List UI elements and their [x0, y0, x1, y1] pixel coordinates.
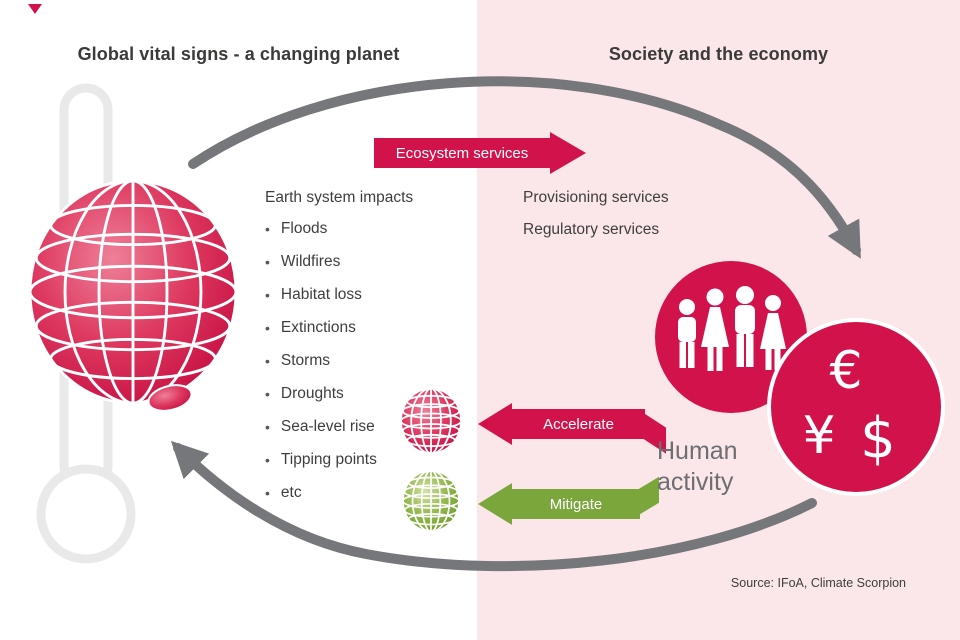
- impact-label: Droughts: [280, 384, 344, 402]
- bullet-icon: •: [265, 319, 270, 336]
- impact-item: • Droughts: [265, 377, 377, 410]
- impact-item: • Habitat loss: [265, 278, 377, 311]
- person-icon: [736, 286, 754, 304]
- bullet-icon: •: [265, 451, 270, 468]
- earth-impacts-list: • Floods • Wildfires • Habitat loss • Extinc…: [265, 212, 377, 509]
- impact-item: • Extinctions: [265, 311, 377, 344]
- bullet-icon: •: [265, 253, 270, 270]
- accelerate-label: Accelerate: [543, 415, 614, 433]
- impact-label: Sea-level rise: [280, 417, 375, 435]
- impact-label: Extinctions: [280, 318, 356, 336]
- impact-item: • Sea-level rise: [265, 410, 377, 443]
- euro-symbol: €: [829, 341, 862, 401]
- impact-item: • Tipping points: [265, 443, 377, 476]
- bullet-icon: •: [265, 220, 270, 237]
- provisioning-services-label: Provisioning services: [523, 189, 669, 206]
- people-icons: [678, 286, 786, 371]
- small-earth-globe-icon: [401, 389, 461, 454]
- human-activity-label: Human activity: [657, 437, 738, 496]
- regulatory-services-label: Regulatory services: [523, 221, 660, 238]
- bullet-icon: •: [265, 286, 270, 303]
- impact-item: • Floods: [265, 212, 377, 245]
- small-green-globe-icon: [403, 471, 459, 531]
- dollar-symbol: $: [860, 406, 896, 471]
- mitigate-label: Mitigate: [549, 495, 603, 513]
- impact-label: Habitat loss: [280, 285, 362, 303]
- yen-symbol: ¥: [802, 406, 835, 466]
- globe-pole-cap: [147, 384, 193, 412]
- impact-item: • Storms: [265, 344, 377, 377]
- person-icon: [765, 295, 781, 311]
- economy-circle: [767, 318, 945, 496]
- impact-item: • Wildfires: [265, 245, 377, 278]
- bullet-icon: •: [265, 385, 270, 402]
- mitigate-arrow: Mitigate: [512, 489, 640, 519]
- impact-label: Tipping points: [280, 450, 377, 468]
- bullet-icon: •: [265, 352, 270, 369]
- earth-globe-icon: [30, 181, 236, 403]
- person-icon: [706, 288, 724, 306]
- accelerate-arrow: Accelerate: [512, 409, 645, 439]
- left-title: Global vital signs - a changing planet: [77, 44, 400, 64]
- cycle-arrow-top: [188, 76, 861, 259]
- source-credit: Source: IFoA, Climate Scorpion: [730, 576, 906, 590]
- right-title: Society and the economy: [608, 44, 829, 64]
- impact-label: Floods: [280, 219, 328, 237]
- impact-item: • etc: [265, 476, 377, 509]
- impact-label: Storms: [280, 351, 330, 369]
- earth-impacts-heading: Earth system impacts: [265, 189, 414, 206]
- corner-mark: [28, 4, 42, 14]
- person-icon: [679, 299, 695, 315]
- cycle-arrow-bottom: [170, 440, 817, 572]
- impact-label: etc: [280, 483, 302, 501]
- impact-label: Wildfires: [280, 252, 341, 270]
- bullet-icon: •: [265, 484, 270, 501]
- ecosystem-services-label: Ecosystem services: [395, 144, 529, 162]
- ecosystem-services-arrow: Ecosystem services: [374, 138, 550, 168]
- bullet-icon: •: [265, 418, 270, 435]
